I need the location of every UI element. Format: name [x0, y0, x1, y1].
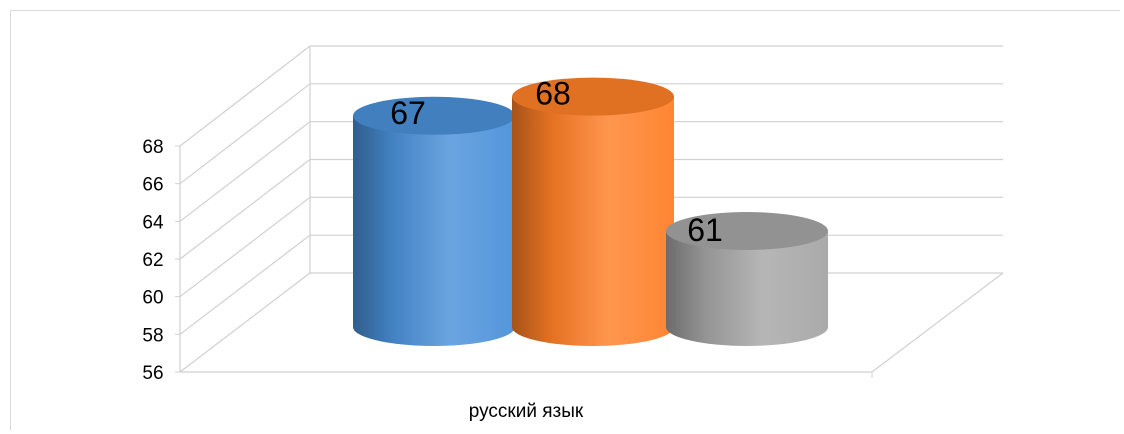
side-gridline — [179, 196, 311, 298]
y-tick-label: 56 — [142, 363, 163, 384]
bar-body — [353, 115, 515, 346]
y-tick-label: 66 — [142, 175, 163, 196]
bar-1 — [512, 77, 674, 346]
side-gridline — [179, 83, 311, 185]
y-tick-label: 60 — [142, 288, 163, 309]
y-tick-label: 64 — [142, 212, 164, 233]
x-tick-label: русский язык — [469, 401, 584, 422]
bar-top — [512, 77, 674, 116]
data-labels: 67 68 61 — [390, 76, 723, 248]
y-tick-label: 62 — [142, 250, 163, 271]
y-tick-label: 58 — [142, 325, 163, 346]
bar-2 — [666, 212, 828, 346]
bar-body — [666, 231, 828, 346]
side-gridline — [179, 121, 311, 222]
bar-top — [353, 96, 515, 135]
side-gridline — [179, 234, 311, 335]
side-gridline — [179, 159, 311, 260]
data-label: 61 — [687, 212, 723, 248]
bar-0 — [353, 96, 515, 346]
y-axis: 56 58 60 62 64 66 68 — [142, 137, 181, 384]
side-gridline — [179, 45, 311, 147]
bar-body — [512, 96, 674, 346]
data-label: 68 — [535, 76, 571, 112]
side-gridline — [179, 272, 311, 373]
chart-frame — [10, 10, 1120, 430]
y-tick-label: 68 — [142, 137, 163, 158]
bar-top — [666, 212, 828, 250]
bars-layer — [353, 77, 828, 346]
data-label: 67 — [390, 95, 426, 131]
x-axis: русский язык — [469, 372, 873, 422]
floor-right-edge — [871, 272, 1004, 373]
